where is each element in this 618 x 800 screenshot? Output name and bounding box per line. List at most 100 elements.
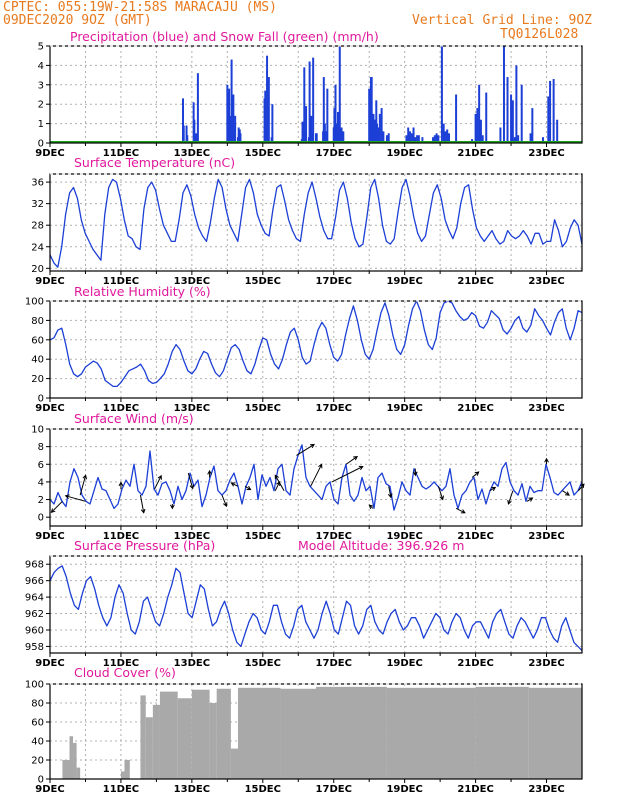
precip-bar <box>408 131 411 143</box>
pressure-line <box>49 565 583 651</box>
cloud-bar <box>216 688 231 779</box>
precip-bar <box>531 108 534 143</box>
y-tick-label: 10 <box>31 425 44 436</box>
x-tick-label: 15DEC <box>245 531 281 542</box>
wind-arrow <box>154 474 162 490</box>
precip-bar <box>239 133 242 143</box>
x-tick-label: 9DEC <box>35 531 64 542</box>
precip-bar <box>227 104 230 143</box>
precip-bar <box>529 133 532 143</box>
temp-title: Surface Temperature (nC) <box>74 155 235 170</box>
precip-bar <box>485 92 488 143</box>
pressure-frame <box>49 555 583 654</box>
x-tick-label: 15DEC <box>245 276 281 287</box>
x-tick-label: 19DEC <box>386 784 422 795</box>
y-tick-label: 20 <box>31 374 44 385</box>
wind-arrow <box>437 486 444 501</box>
x-tick-label: 9DEC <box>35 148 64 159</box>
wind-arrow <box>118 481 124 489</box>
x-tick-label: 13DEC <box>174 148 210 159</box>
precip-bar <box>410 133 413 143</box>
x-tick-label: 11DEC <box>103 148 139 159</box>
wind-arrow <box>526 497 534 502</box>
precip-bar <box>435 133 438 143</box>
cloud-bar <box>475 686 529 779</box>
y-tick-label: 60 <box>31 335 44 346</box>
wind-arrow <box>455 507 466 514</box>
precip-bar <box>182 125 185 143</box>
precip-bar <box>432 137 435 143</box>
wind-arrow <box>310 463 323 487</box>
precip-bar <box>308 61 311 143</box>
cloud-bar <box>316 686 387 779</box>
precip-bar <box>312 57 315 143</box>
precip-bar <box>417 135 420 143</box>
y-tick-label: 20 <box>31 264 44 275</box>
x-tick-label: 21DEC <box>457 276 493 287</box>
precip-bar <box>405 135 408 143</box>
x-tick-label: 13DEC <box>174 784 210 795</box>
y-tick-label: 8 <box>38 442 44 453</box>
precip-bar <box>476 108 479 143</box>
precip-bar <box>510 94 513 143</box>
y-tick-label: 2 <box>38 495 44 506</box>
cloud-bar <box>62 760 70 779</box>
cloud-bar <box>152 704 160 779</box>
precip-bar <box>387 133 390 143</box>
x-tick-label: 21DEC <box>457 658 493 669</box>
precip-bar <box>305 106 308 143</box>
x-tick-label: 15DEC <box>245 784 281 795</box>
y-tick-label: 32 <box>31 199 44 210</box>
precip-bar <box>338 46 341 143</box>
precip-bar <box>385 135 388 143</box>
cloud-bar <box>528 687 582 779</box>
precip-bar <box>264 90 267 143</box>
header-location: CPTEC: 055:19W-21:58S MARACAJU (MS) <box>3 0 277 15</box>
precip-bar <box>340 127 343 143</box>
y-tick-label: 4 <box>38 477 44 488</box>
x-tick-label: 11DEC <box>103 531 139 542</box>
precip-title: Precipitation (blue) and Snow Fall (gree… <box>70 29 379 44</box>
precip-bar <box>416 135 419 143</box>
precip-bar <box>444 131 447 143</box>
precip-bar <box>342 131 345 143</box>
wind-arrow <box>368 504 374 510</box>
x-tick-label: 23DEC <box>528 276 564 287</box>
cloud-bar <box>280 688 316 779</box>
y-tick-label: 40 <box>31 355 44 366</box>
precip-bar <box>368 98 371 143</box>
precip-bar <box>502 46 505 143</box>
y-tick-label: 6 <box>38 460 44 471</box>
precip-bar <box>455 94 458 143</box>
precip-bar <box>376 123 379 143</box>
temp-line <box>49 178 583 268</box>
wind-arrow <box>471 471 480 478</box>
precip-bar <box>266 55 269 144</box>
y-tick-label: 20 <box>31 756 44 767</box>
temp-panel: 20 24 28 32 36 9DEC 11DEC 13DEC 15DEC 17DEC 19DEC 2… <box>31 173 583 287</box>
x-tick-label: 17DEC <box>316 784 352 795</box>
wind-frame <box>49 428 583 527</box>
temp-frame <box>49 173 583 272</box>
wind-arrow <box>544 457 549 465</box>
rh-title: Relative Humidity (%) <box>74 284 211 299</box>
cloud-bar <box>209 703 217 779</box>
precip-bar <box>520 84 523 143</box>
y-tick-label: 60 <box>31 718 44 729</box>
rh-line <box>49 300 583 388</box>
x-tick-label: 13DEC <box>174 658 210 669</box>
cloud-bar <box>386 687 476 779</box>
x-tick-label: 19DEC <box>386 658 422 669</box>
cloud-bar <box>124 760 130 779</box>
x-tick-label: 21DEC <box>457 784 493 795</box>
x-tick-label: 17DEC <box>316 531 352 542</box>
precip-bar <box>499 127 502 143</box>
y-tick-label: 100 <box>25 680 44 691</box>
precip-bar <box>372 113 375 143</box>
y-tick-label: 958 <box>25 642 44 653</box>
x-tick-label: 9DEC <box>35 403 64 414</box>
precip-bar <box>515 65 518 143</box>
x-tick-label: 13DEC <box>174 403 210 414</box>
x-tick-label: 23DEC <box>528 531 564 542</box>
